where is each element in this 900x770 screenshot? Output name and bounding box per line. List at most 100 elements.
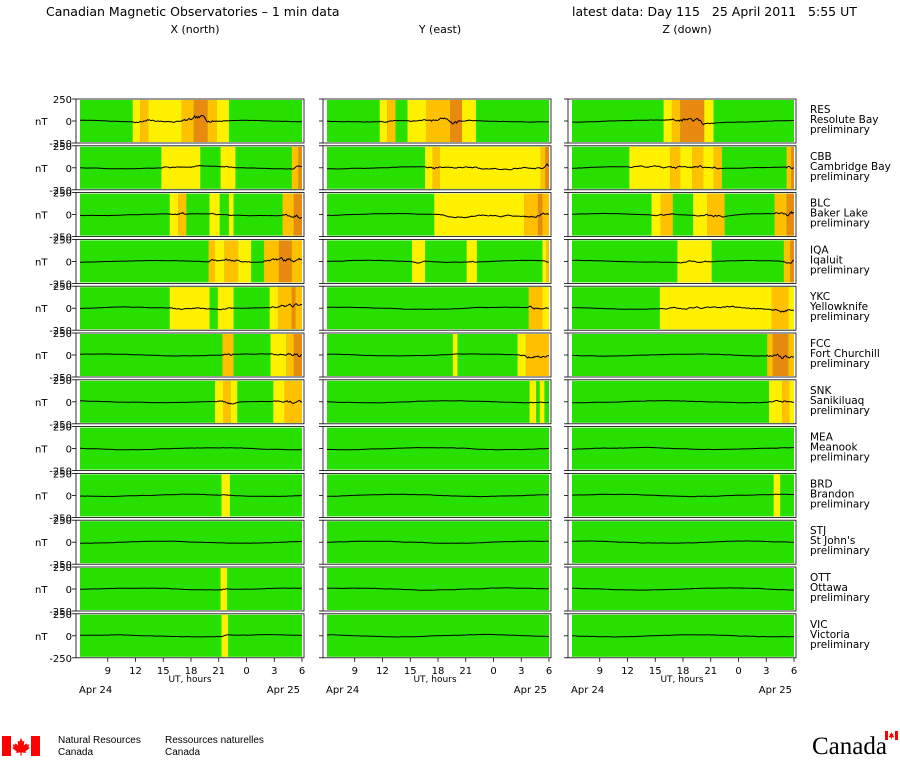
y-tick-label: -250 (49, 420, 72, 431)
activity-band-moderate (230, 380, 238, 423)
activity-band-storm (772, 334, 789, 376)
x-tick-label: 3 (518, 666, 524, 677)
activity-band-active (286, 334, 294, 376)
y-axis-label: nT (35, 211, 48, 222)
x-tick-label: 18 (432, 666, 445, 677)
x-tick-label: 21 (704, 666, 717, 677)
y-tick-label: -250 (49, 654, 72, 665)
data-trace (80, 256, 303, 263)
y-axis-label: nT (35, 351, 48, 362)
canada-wordmark: Canada (812, 733, 887, 760)
data-trace (326, 633, 550, 638)
station-status: preliminary (810, 171, 870, 183)
activity-band-moderate (379, 100, 388, 142)
x-tick-label: 0 (735, 666, 741, 677)
activity-band-quiet (327, 240, 549, 283)
panel-res-x (72, 98, 305, 144)
data-trace (80, 211, 303, 219)
activity-band-moderate (220, 146, 236, 189)
data-trace (327, 446, 549, 451)
activity-band-active (546, 240, 549, 283)
panel-fcc-x (72, 332, 305, 378)
data-trace (571, 210, 795, 218)
station-name: Resolute Bay (810, 114, 879, 126)
station-name: Meanook (810, 442, 858, 454)
station-code: YKC (809, 291, 830, 303)
y-tick-label: -250 (49, 467, 72, 478)
activity-band-moderate (704, 100, 714, 142)
y-tick-label: 0 (66, 117, 72, 128)
x-tick-label: 0 (490, 666, 496, 677)
chart-title: Canadian Magnetic Observatories – 1 min … (46, 4, 340, 19)
panel-blc-z (564, 192, 797, 238)
panel-stj-x (72, 519, 305, 565)
y-tick-label: 250 (53, 235, 72, 246)
date-end-label: Apr 25 (514, 685, 547, 696)
activity-band-active (222, 334, 234, 376)
y-tick-label: 250 (53, 329, 72, 340)
data-trace (326, 259, 549, 264)
station-status: preliminary (810, 592, 870, 604)
data-trace (79, 399, 302, 405)
panel-ott-z (564, 566, 797, 612)
activity-band-quiet (572, 474, 794, 517)
x-tick-label: 0 (243, 666, 249, 677)
y-tick-label: 0 (66, 164, 72, 175)
y-axis-label: nT (35, 257, 48, 268)
station-code: OTT (810, 572, 831, 584)
activity-band-active (525, 334, 549, 376)
activity-band-storm (298, 146, 302, 189)
data-trace (571, 259, 795, 264)
station-name: Ottawa (810, 582, 848, 594)
x-tick-label: 21 (212, 666, 225, 677)
activity-band-moderate (269, 287, 278, 330)
station-code: FCC (810, 338, 831, 350)
panel-mea-z (564, 426, 797, 472)
activity-band-quiet (80, 193, 302, 236)
activity-band-active (291, 240, 302, 283)
station-status: preliminary (810, 311, 870, 323)
y-axis-label: nT (35, 445, 48, 456)
activity-band-storm (193, 100, 208, 142)
activity-band-quiet (572, 380, 794, 423)
station-status: preliminary (810, 218, 870, 230)
activity-band-quiet (327, 568, 549, 610)
x-tick-label: 15 (404, 666, 417, 677)
y-tick-label: 250 (53, 282, 72, 293)
x-tick-label: 18 (677, 666, 690, 677)
x-tick-label: 6 (299, 666, 305, 677)
data-trace (572, 305, 795, 313)
station-name: Cambridge Bay (810, 161, 891, 173)
y-tick-label: 0 (66, 585, 72, 596)
activity-band-active (295, 287, 302, 330)
panel-vic-x (72, 613, 305, 659)
station-code: CBB (810, 151, 832, 163)
activity-band-quiet (80, 568, 302, 610)
panel-blc-x (72, 192, 305, 238)
activity-band-active (224, 240, 239, 283)
y-axis-label: nT (35, 304, 48, 315)
y-tick-label: 250 (53, 376, 72, 387)
y-tick-label: 0 (66, 491, 72, 502)
data-trace (572, 117, 794, 126)
activity-band-active (223, 380, 231, 423)
y-axis-label: nT (35, 117, 48, 128)
data-trace (80, 114, 303, 124)
station-name: Sanikiluaq (810, 395, 864, 407)
activity-band-moderate (773, 474, 781, 517)
activity-band-active (284, 380, 302, 423)
x-axis-label: UT, hours (168, 675, 211, 685)
activity-band-moderate (132, 100, 141, 142)
activity-band-storm (450, 100, 463, 142)
y-tick-label: 0 (66, 211, 72, 222)
panel-ykc-x (72, 285, 305, 331)
data-trace (327, 162, 550, 171)
y-tick-label: -250 (49, 560, 72, 571)
activity-band-active (425, 100, 451, 142)
station-name: St John's (810, 535, 855, 547)
station-name: Baker Lake (810, 208, 868, 220)
panel-ykc-z (564, 285, 797, 331)
y-axis-label: nT (35, 398, 48, 409)
station-name: Brandon (810, 488, 854, 500)
panel-brd-y (319, 472, 552, 518)
